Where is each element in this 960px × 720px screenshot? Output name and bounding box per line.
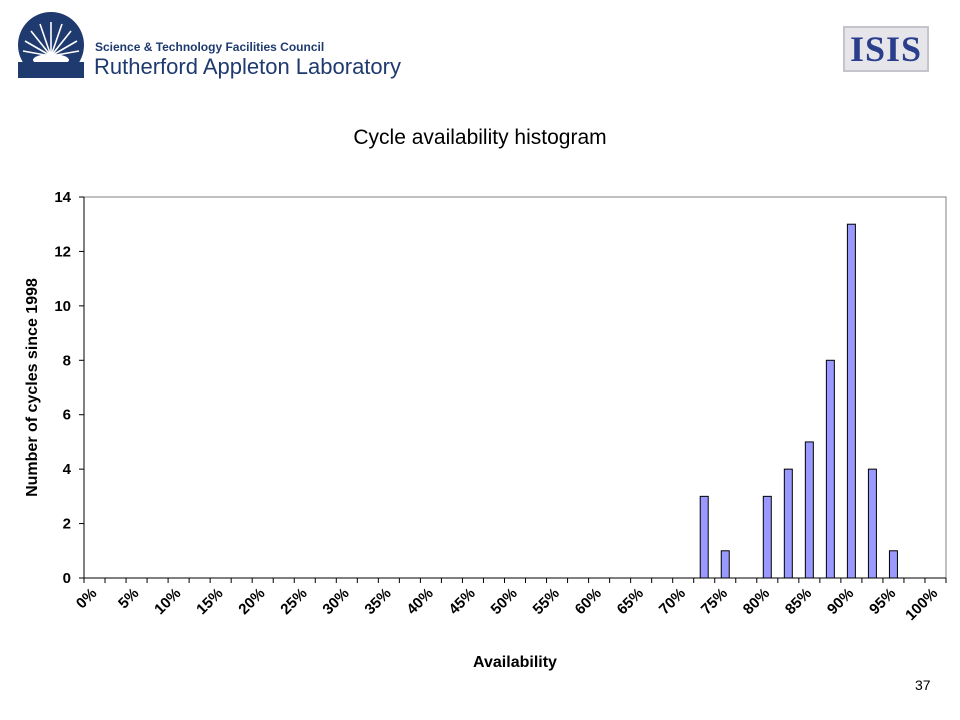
y-tick-label: 0 — [63, 570, 71, 587]
page-number: 37 — [915, 677, 931, 693]
plot-area — [83, 196, 947, 579]
y-axis-label: Number of cycles since 1998 — [24, 278, 41, 497]
x-tick-label: 30% — [319, 585, 352, 618]
bar-85% — [804, 441, 814, 579]
x-tick-label: 60% — [572, 585, 605, 618]
y-tick-label: 6 — [63, 407, 71, 424]
x-tick-label: 55% — [530, 585, 563, 618]
x-tick-label: 80% — [740, 585, 773, 618]
organisation-name: Science & Technology Facilities Council — [95, 40, 325, 54]
bar-92.5% — [867, 468, 877, 579]
x-tick-label: 95% — [866, 585, 899, 618]
x-tick-label: 15% — [193, 585, 226, 618]
chart-title: Cycle availability histogram — [353, 126, 607, 149]
x-tick-label: 70% — [656, 585, 689, 618]
x-tick-label: 20% — [235, 585, 268, 618]
y-tick-label: 10 — [54, 298, 71, 315]
x-tick-label: 45% — [446, 585, 479, 618]
stfc-sunburst-logo — [18, 12, 84, 78]
x-tick-label: 40% — [403, 585, 436, 618]
bar-95% — [888, 550, 898, 579]
y-tick-label: 14 — [54, 189, 71, 206]
x-tick-label: 65% — [614, 585, 647, 618]
x-tick-label: 10% — [151, 585, 184, 618]
x-axis-label: Availability — [473, 654, 557, 671]
x-tick-label: 90% — [824, 585, 857, 618]
laboratory-name: Rutherford Appleton Laboratory — [94, 54, 401, 79]
x-tick-label: 85% — [782, 585, 815, 618]
y-tick-label: 12 — [54, 243, 71, 260]
slide-header: Science & Technology Facilities Council … — [0, 0, 960, 100]
x-tick-label: 5% — [115, 585, 142, 612]
x-tick-label: 0% — [73, 585, 100, 612]
bar-80% — [762, 495, 772, 579]
bar-87.5% — [825, 359, 835, 579]
bar-90% — [846, 223, 856, 579]
x-tick-label: 25% — [277, 585, 310, 618]
isis-logo-text: ISIS — [849, 29, 923, 69]
y-tick-label: 4 — [63, 461, 72, 478]
x-tick-label: 50% — [488, 585, 521, 618]
bar-82.5% — [783, 468, 793, 579]
isis-logo: ISIS — [843, 26, 929, 72]
bar-75% — [720, 550, 730, 579]
bar-72.5% — [699, 495, 709, 579]
x-tick-label: 75% — [698, 585, 731, 618]
y-tick-label: 8 — [63, 352, 71, 369]
x-tick-label: 35% — [361, 585, 394, 618]
y-tick-label: 2 — [63, 516, 71, 533]
x-tick-label: 100% — [902, 585, 941, 624]
